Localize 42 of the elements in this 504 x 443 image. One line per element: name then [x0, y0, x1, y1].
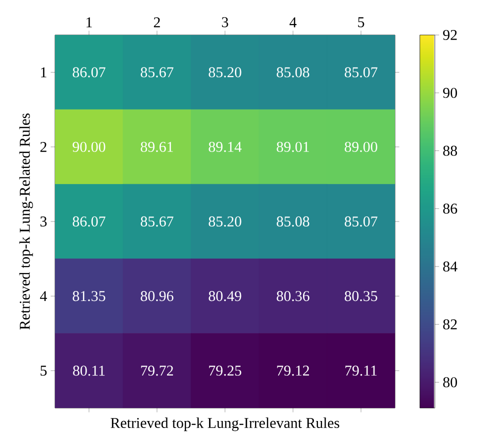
data-label: 85.67: [140, 67, 174, 78]
y-tick-label: 3: [40, 216, 47, 227]
data-label: 79.12: [277, 366, 309, 376]
y-tick-label: 5: [40, 366, 47, 376]
x-tick-label: 2: [154, 17, 160, 28]
data-label: 79.72: [141, 366, 173, 376]
data-label: 86.07: [72, 67, 106, 78]
data-label: 80.36: [276, 291, 310, 302]
color-bar-label: 90: [443, 88, 458, 98]
y-tick-label: 2: [40, 142, 46, 152]
data-label: 80.49: [208, 291, 242, 302]
color-bar-label: 88: [443, 146, 458, 156]
data-label: 80.11: [73, 366, 105, 376]
data-label: 79.25: [209, 366, 242, 376]
data-label: 89.61: [140, 142, 173, 152]
y-tick-label: 4: [40, 291, 47, 302]
data-label: 81.35: [72, 291, 106, 302]
data-label: 86.07: [72, 216, 106, 227]
x-tick-label: 5: [358, 17, 364, 28]
data-label: 90.00: [72, 142, 106, 152]
color-bar-label: 84: [443, 261, 458, 272]
data-label: 79.11: [345, 366, 377, 376]
data-label: 85.20: [208, 216, 242, 227]
color-bar-label: 82: [443, 319, 457, 330]
color-bar-label: 86: [443, 204, 458, 214]
data-label: 85.20: [208, 67, 242, 78]
x-tick-label: 4: [290, 17, 296, 28]
data-label: 85.08: [276, 67, 310, 78]
data-label: 85.07: [344, 216, 378, 227]
color-bar-label: 92: [443, 30, 457, 40]
data-label: 85.08: [276, 216, 310, 227]
data-label: 80.35: [344, 291, 378, 302]
x-tick-label: 3: [222, 17, 228, 28]
y-tick-label: 1: [41, 67, 46, 78]
x-tick-label: 1: [86, 17, 92, 28]
color-bar-label: 80: [443, 377, 458, 388]
y-axis-title: Retrieved top-k Lung-Related Rules: [19, 114, 33, 330]
data-label: 89.01: [276, 142, 309, 152]
x-axis-title: Retrieved top-k Lung-Irrelevant Rules: [110, 418, 340, 432]
data-label: 85.67: [140, 216, 174, 227]
data-label: 89.14: [208, 142, 242, 152]
data-label: 80.96: [140, 291, 174, 302]
